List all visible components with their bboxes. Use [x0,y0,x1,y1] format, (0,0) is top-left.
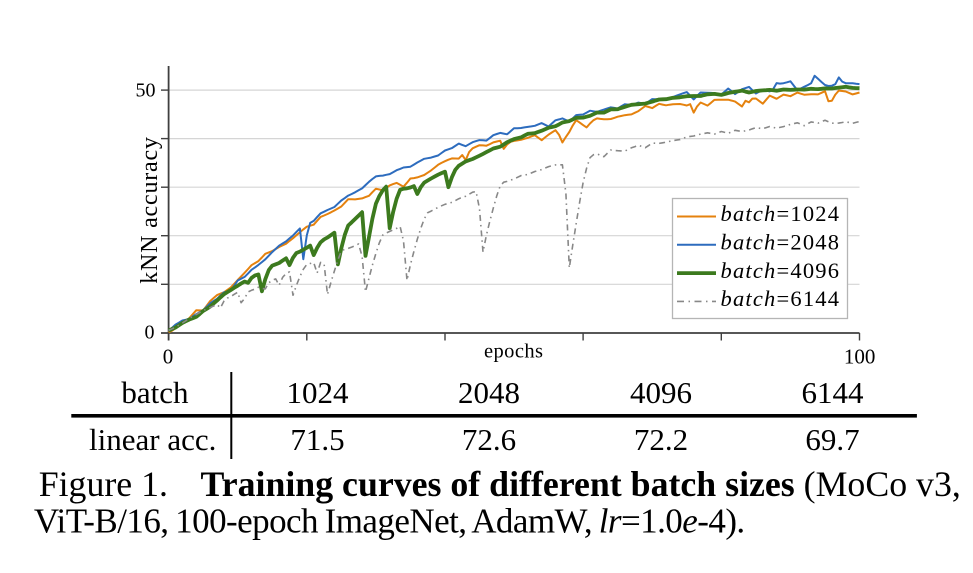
svg-text:4096: 4096 [630,375,692,410]
svg-text:batch=4096: batch=4096 [721,258,841,283]
svg-text:6144: 6144 [802,375,865,410]
svg-text:1024: 1024 [287,375,350,410]
svg-text:batch=6144: batch=6144 [721,286,841,311]
svg-text:72.6: 72.6 [462,422,516,457]
svg-text:batch=1024: batch=1024 [721,201,841,226]
svg-text:72.2: 72.2 [634,422,688,457]
svg-text:batch: batch [121,375,189,410]
svg-text:100: 100 [844,344,876,368]
svg-text:50: 50 [136,79,156,101]
svg-text:epochs: epochs [484,340,543,362]
svg-text:linear acc.: linear acc. [89,422,216,457]
svg-text:batch=2048: batch=2048 [721,230,841,255]
svg-text:kNN accuracy: kNN accuracy [137,136,163,284]
svg-text:2048: 2048 [458,375,520,410]
svg-text:71.5: 71.5 [290,422,344,457]
svg-text:0: 0 [145,322,155,344]
svg-text:69.7: 69.7 [805,422,859,457]
svg-text:0: 0 [163,344,174,368]
svg-text:ViT-B/16, 100-epoch ImageNet,: ViT-B/16, 100-epoch ImageNet, AdamW, lr=… [34,502,745,541]
